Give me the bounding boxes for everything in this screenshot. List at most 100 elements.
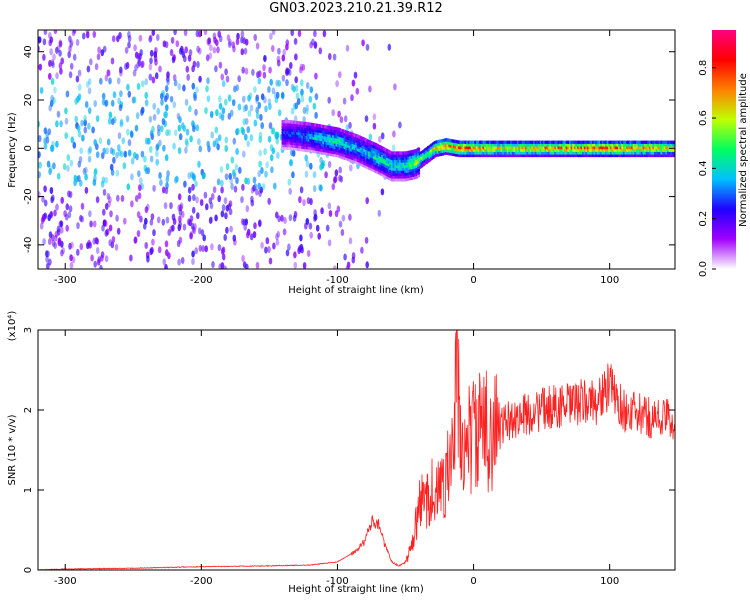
spectrogram-cell bbox=[312, 171, 317, 179]
spectrogram-cell bbox=[188, 49, 193, 57]
spectrogram-cell bbox=[301, 63, 306, 71]
spectrogram-cell bbox=[249, 104, 254, 112]
spectrogram-cell bbox=[212, 46, 217, 54]
spectrogram-cell bbox=[52, 53, 56, 61]
spectrogram-cell bbox=[351, 79, 356, 87]
spectrogram-cell bbox=[82, 32, 86, 40]
spectrogram-cell bbox=[164, 187, 169, 195]
spectrogram-cell bbox=[246, 140, 250, 148]
spectrogram-cell bbox=[165, 104, 169, 112]
spectrogram-cell bbox=[170, 36, 175, 44]
spectrogram-cell bbox=[101, 224, 105, 232]
spectrogram-cell bbox=[236, 127, 240, 135]
spectrogram-cell bbox=[108, 77, 112, 85]
spectrogram-cell bbox=[62, 163, 67, 171]
spectrogram-cell bbox=[88, 210, 92, 218]
spectrogram-cell bbox=[234, 163, 239, 171]
spectrogram-cell bbox=[43, 199, 48, 207]
spectrogram-cell bbox=[84, 186, 89, 194]
spectrogram-cell bbox=[248, 92, 253, 100]
spectrogram-cell bbox=[194, 247, 198, 255]
spectrogram-cell bbox=[84, 101, 89, 108]
colorbar-tick-label: 0.0 bbox=[698, 261, 709, 277]
spectrogram-cell bbox=[192, 227, 196, 235]
spectrogram-cell bbox=[244, 67, 249, 75]
spectrogram-cell bbox=[377, 209, 382, 217]
spectrogram-cell bbox=[123, 150, 128, 158]
spectrogram-cell bbox=[244, 133, 248, 141]
spectrogram-cell bbox=[236, 32, 240, 40]
spectrogram-cell bbox=[355, 87, 360, 95]
spectrogram-cell bbox=[100, 49, 105, 57]
spectrogram-cell bbox=[348, 121, 352, 129]
spectrogram-cell bbox=[309, 86, 314, 94]
spectrogram-cell bbox=[151, 76, 156, 84]
snr-xtick-label: 100 bbox=[600, 576, 619, 587]
spectrogram-ridge-cell bbox=[417, 168, 421, 173]
spectrogram-cell bbox=[70, 136, 75, 144]
spectrogram-cell bbox=[255, 94, 259, 102]
spectrogram-cell bbox=[50, 78, 55, 85]
spectrogram-cell bbox=[290, 30, 294, 37]
spectrogram-cell bbox=[299, 79, 304, 87]
spectrogram-cell bbox=[219, 166, 224, 173]
spectrogram-xtick-label: -200 bbox=[190, 275, 213, 286]
spectrogram-cell bbox=[54, 230, 59, 238]
spectrogram-cell bbox=[246, 126, 251, 134]
spectrogram-cell bbox=[166, 71, 170, 79]
spectrogram-cell bbox=[215, 109, 219, 117]
colorbar-scale bbox=[712, 30, 736, 269]
spectrogram-cell bbox=[241, 255, 245, 262]
spectrogram-cell bbox=[144, 206, 149, 214]
spectrogram-cell bbox=[50, 144, 55, 152]
spectrogram-cell bbox=[90, 254, 94, 262]
spectrogram-cell bbox=[281, 92, 285, 100]
spectrogram-cell bbox=[138, 184, 142, 192]
spectrogram-cell bbox=[102, 208, 106, 216]
spectrogram-cell bbox=[283, 216, 287, 224]
spectrogram-cell bbox=[216, 143, 220, 151]
spectrogram-cell bbox=[157, 246, 162, 254]
spectrogram-cell bbox=[308, 222, 313, 230]
spectrogram-cell bbox=[164, 240, 169, 248]
spectrogram-cell bbox=[132, 69, 137, 77]
spectrogram-cell bbox=[287, 178, 292, 186]
spectrogram-cell bbox=[319, 184, 323, 192]
spectrogram-cell bbox=[148, 115, 153, 123]
spectrogram-cell bbox=[255, 112, 260, 119]
spectrogram-cell bbox=[110, 118, 115, 126]
spectrogram-cell bbox=[224, 212, 228, 220]
spectrogram-cell bbox=[44, 250, 49, 258]
spectrogram-cell bbox=[68, 242, 72, 250]
spectrogram-cell bbox=[184, 46, 188, 54]
spectrogram-cell bbox=[49, 165, 53, 173]
spectrogram-cell bbox=[99, 77, 103, 85]
spectrogram-xtick-label: -100 bbox=[326, 275, 349, 286]
spectrogram-cell bbox=[64, 107, 68, 115]
spectrogram-cell bbox=[338, 71, 342, 79]
spectrogram-cell bbox=[130, 200, 134, 208]
spectrogram-cell bbox=[71, 256, 76, 264]
spectrogram-cell bbox=[46, 160, 51, 168]
spectrogram-cell bbox=[227, 203, 232, 210]
spectrogram-cell bbox=[175, 40, 180, 48]
spectrogram-cell bbox=[187, 172, 191, 180]
spectrogram-cell bbox=[197, 138, 201, 146]
spectrogram-cell bbox=[304, 154, 309, 162]
spectrogram-cell bbox=[195, 124, 200, 132]
spectrogram-cell bbox=[76, 124, 81, 132]
spectrogram-cell bbox=[365, 261, 370, 269]
spectrogram-cell bbox=[48, 72, 52, 80]
spectrogram-cell bbox=[178, 236, 183, 244]
spectrogram-cell bbox=[165, 249, 169, 257]
spectrogram-cell bbox=[91, 126, 95, 134]
spectrogram-cell bbox=[180, 45, 184, 53]
spectrogram-cell bbox=[312, 185, 317, 193]
spectrogram-cell bbox=[249, 233, 254, 241]
spectrogram-cell bbox=[136, 61, 140, 69]
spectrogram-cell bbox=[46, 262, 50, 269]
spectrogram-cell bbox=[300, 95, 305, 103]
spectrogram-cell bbox=[119, 69, 123, 77]
spectrogram-cell bbox=[271, 127, 276, 135]
